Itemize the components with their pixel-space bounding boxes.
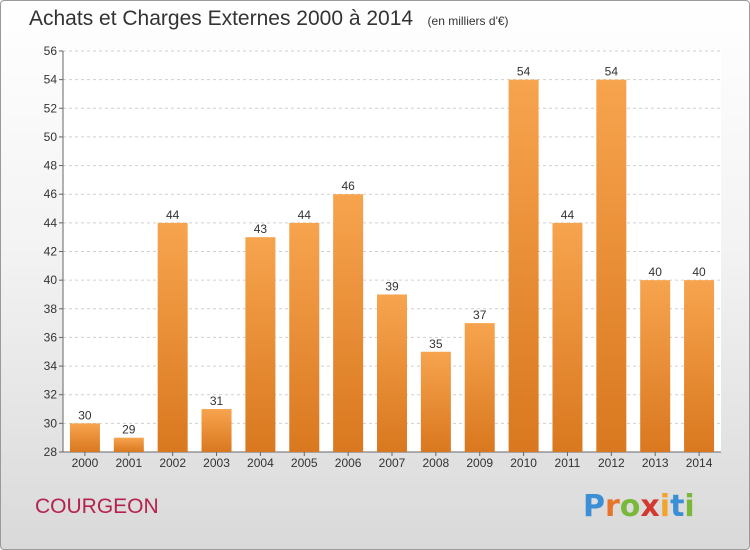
bar-value-label: 35 <box>429 337 443 351</box>
logo-letter-3: o <box>619 489 641 524</box>
bar-value-label: 46 <box>341 179 355 193</box>
x-tick-label: 2009 <box>466 456 493 470</box>
x-tick-label: 2007 <box>379 456 406 470</box>
title-main: Achats et Charges Externes 2000 à 2014 <box>29 7 414 30</box>
y-tick-label: 54 <box>44 73 58 87</box>
bar <box>552 222 583 452</box>
bar-value-label: 30 <box>78 408 92 422</box>
bar-value-label: 44 <box>561 208 575 222</box>
bar-value-label: 44 <box>166 208 180 222</box>
bar <box>201 409 232 452</box>
x-tick-label: 2012 <box>598 456 625 470</box>
y-tick-label: 46 <box>44 187 58 201</box>
bar <box>464 323 495 452</box>
x-tick-label: 2013 <box>642 456 669 470</box>
logo-letter-5: i <box>659 489 671 524</box>
bar-value-label: 31 <box>210 394 224 408</box>
x-tick-label: 2001 <box>115 456 142 470</box>
logo-letter-7: i <box>684 489 695 524</box>
y-tick-label: 52 <box>44 101 58 115</box>
x-tick-label: 2004 <box>247 456 274 470</box>
proxiti-logo: Proxiti <box>583 489 695 524</box>
x-tick-label: 2014 <box>686 456 713 470</box>
y-tick-label: 38 <box>44 302 58 316</box>
bar <box>684 280 715 452</box>
x-tick-label: 2003 <box>203 456 230 470</box>
x-tick-label: 2005 <box>291 456 318 470</box>
y-tick-label: 36 <box>44 330 58 344</box>
title-unit: (en milliers d'€) <box>427 14 509 28</box>
y-tick-label: 48 <box>44 159 58 173</box>
chart-title: Achats et Charges Externes 2000 à 2014 (… <box>29 7 509 31</box>
y-tick-label: 34 <box>44 359 58 373</box>
x-tick-label: 2000 <box>72 456 99 470</box>
logo-letter-6: t <box>670 489 685 524</box>
bar <box>69 423 100 452</box>
y-tick-label: 32 <box>44 388 58 402</box>
y-tick-label: 42 <box>44 245 58 259</box>
x-tick-label: 2006 <box>335 456 362 470</box>
bar <box>420 351 451 452</box>
bar-value-label: 39 <box>385 279 399 293</box>
bar-value-label: 40 <box>692 265 706 279</box>
y-tick-label: 56 <box>44 44 58 58</box>
bar <box>377 294 407 452</box>
commune-name: COURGEON <box>35 495 159 518</box>
x-tick-label: 2011 <box>555 456 581 470</box>
bar <box>157 222 188 452</box>
bar <box>289 222 320 452</box>
bar-value-label: 43 <box>254 222 268 236</box>
bar-value-label: 40 <box>649 265 663 279</box>
bar <box>333 194 364 452</box>
y-tick-label: 44 <box>44 216 58 230</box>
y-tick-label: 40 <box>44 273 58 287</box>
bar <box>508 79 539 453</box>
bar <box>596 79 627 453</box>
bar-value-label: 29 <box>122 423 136 437</box>
y-tick-label: 50 <box>44 130 58 144</box>
logo-letter-2: r <box>605 489 620 524</box>
bar <box>640 280 671 452</box>
y-tick-label: 28 <box>44 445 58 459</box>
bar-value-label: 54 <box>517 65 531 79</box>
logo-letter-1: P <box>583 489 605 524</box>
bar <box>245 237 276 452</box>
bar-value-label: 54 <box>605 65 619 79</box>
x-tick-label: 2008 <box>423 456 450 470</box>
bar-value-label: 44 <box>298 208 312 222</box>
y-tick-label: 30 <box>44 416 58 430</box>
x-tick-label: 2002 <box>159 456 186 470</box>
logo-letter-4: x <box>640 489 660 524</box>
bar-value-label: 37 <box>473 308 487 322</box>
bar <box>113 437 144 452</box>
x-tick-label: 2010 <box>510 456 537 470</box>
